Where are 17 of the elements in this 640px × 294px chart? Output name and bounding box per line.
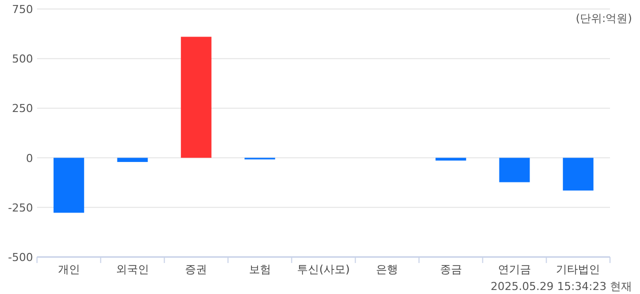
y-tick-label: 0	[26, 152, 33, 165]
x-tick-label: 개인	[58, 263, 80, 276]
y-tick-label: -250	[8, 201, 33, 214]
x-tick-label: 외국인	[116, 263, 149, 276]
y-tick-label: 500	[12, 52, 33, 66]
x-tick-label: 투신(사모)	[297, 263, 350, 276]
x-tick-label: 기타법인	[556, 263, 600, 276]
y-tick-label: -500	[8, 251, 33, 264]
text: 2025.05.29 15:34:23 현재	[490, 280, 632, 293]
annotation: (단위:억원)	[576, 12, 632, 25]
y-tick-label: 750	[12, 3, 33, 16]
x-tick-label: 연기금	[498, 263, 531, 276]
x-tick-label: 은행	[376, 263, 398, 276]
y-tick-label: 250	[12, 102, 33, 116]
x-tick-label: 종금	[440, 263, 462, 276]
x-tick-label: 보험	[248, 263, 271, 276]
x-tick-label: 증권	[185, 263, 208, 276]
